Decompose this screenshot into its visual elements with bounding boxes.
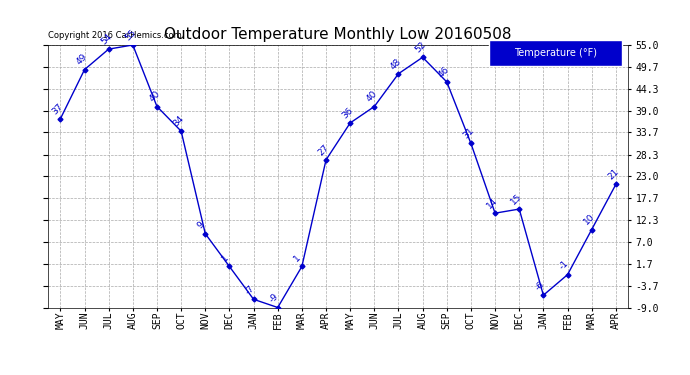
Text: 54: 54 [99, 32, 113, 46]
Text: 40: 40 [364, 89, 379, 104]
Text: 46: 46 [437, 65, 451, 79]
Text: 36: 36 [340, 106, 355, 120]
Text: 40: 40 [147, 89, 161, 104]
Text: Temperature (°F): Temperature (°F) [514, 48, 597, 58]
Text: 52: 52 [413, 40, 427, 54]
Text: 55: 55 [123, 28, 137, 42]
Text: Copyright 2016 CarHemics.com: Copyright 2016 CarHemics.com [48, 31, 182, 40]
Text: -9: -9 [268, 292, 281, 305]
Text: 1: 1 [292, 253, 303, 264]
Text: -6: -6 [533, 280, 546, 292]
Text: 34: 34 [171, 114, 186, 128]
Text: 15: 15 [509, 192, 524, 206]
Text: 21: 21 [606, 167, 620, 182]
Text: 9: 9 [195, 220, 206, 231]
Text: 10: 10 [582, 212, 596, 227]
Text: -7: -7 [244, 284, 257, 297]
Text: 14: 14 [485, 196, 500, 210]
Title: Outdoor Temperature Monthly Low 20160508: Outdoor Temperature Monthly Low 20160508 [164, 27, 512, 42]
Text: 49: 49 [75, 53, 89, 67]
Text: 1: 1 [219, 253, 230, 264]
Text: 27: 27 [316, 142, 331, 157]
Text: -1: -1 [558, 259, 571, 272]
FancyBboxPatch shape [489, 40, 622, 66]
Text: 48: 48 [388, 57, 403, 71]
Text: 31: 31 [461, 126, 475, 141]
Text: 37: 37 [50, 102, 65, 116]
